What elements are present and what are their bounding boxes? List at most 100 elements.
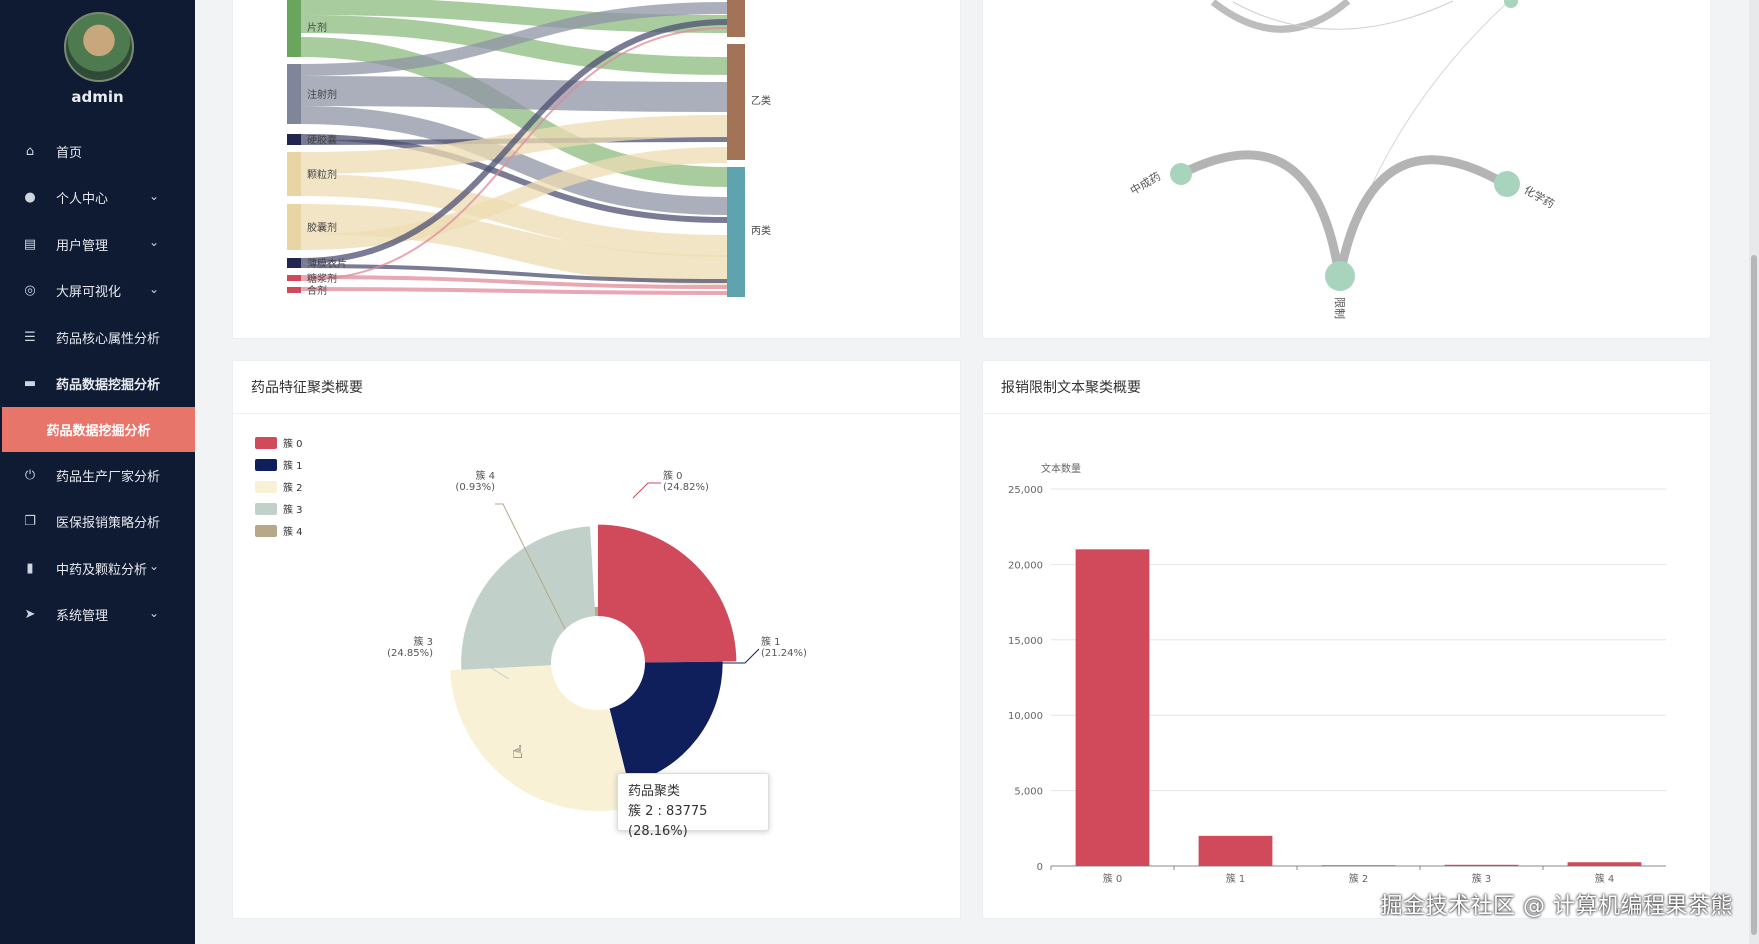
sankey-target-node: [727, 44, 745, 160]
graph-node: [1494, 171, 1520, 197]
y-axis-title: 文本数量: [1041, 462, 1081, 475]
bar[interactable]: [1567, 862, 1642, 866]
sankey-source-node: [287, 0, 301, 57]
pie-slice-percent: (21.24%): [761, 648, 807, 659]
sidebar-item-label: 中药及颗粒分析: [56, 562, 148, 578]
pie-slice[interactable]: [598, 524, 737, 663]
bar[interactable]: [1198, 835, 1273, 866]
target-icon: ◎: [24, 283, 36, 299]
username: admin: [71, 88, 124, 106]
legend-swatch[interactable]: [255, 459, 277, 471]
graph-node: [1325, 261, 1355, 291]
legend-swatch[interactable]: [255, 503, 277, 515]
legend-label[interactable]: 簇 0: [283, 437, 303, 450]
y-tick-label: 25,000: [1008, 485, 1043, 496]
chevron-down-icon[interactable]: ⌄: [148, 605, 159, 620]
bar[interactable]: [1321, 865, 1396, 866]
sidebar-item-label: 个人中心: [56, 192, 109, 208]
sankey-source-node: [287, 204, 301, 250]
power-icon: ⏻: [24, 467, 36, 483]
graph-edge-thin: [1337, 0, 1510, 276]
sankey-source-label: 合剂: [307, 284, 327, 297]
bar[interactable]: [1075, 549, 1150, 866]
sankey-links: [300, 0, 728, 295]
pie-slice[interactable]: [594, 606, 598, 617]
sidebar-subitem-active[interactable]: 药品数据挖掘分析: [2, 407, 195, 452]
pie-slice-percent: (24.82%): [663, 482, 709, 493]
card-title: 报销限制文本聚类概要: [1001, 380, 1141, 396]
chart-tooltip: 药品聚类 簇 2 : 83775 (28.16%): [617, 773, 769, 839]
sankey-link: [300, 27, 728, 281]
copy-icon: ❐: [24, 514, 36, 530]
sankey-source-node: [287, 287, 301, 293]
sidebar-item[interactable]: ☰ 药品核心属性分析: [0, 314, 195, 361]
bar[interactable]: [1444, 864, 1519, 866]
bar-chart: 文本数量 0 5,000 10,000 15,000 20,000 25,000 簇 0 簇 1…: [1008, 462, 1666, 885]
sidebar-item-label: 医保报销策略分析: [56, 516, 161, 532]
sidebar-item[interactable]: ⌂ 首页: [0, 128, 195, 175]
sankey-target-label: 丙类: [751, 224, 771, 237]
sidebar-item[interactable]: ▬ 药品数据挖掘分析: [0, 361, 195, 408]
chevron-down-icon[interactable]: ⌄: [148, 559, 159, 573]
avatar[interactable]: [64, 12, 134, 82]
sidebar-item-label: 大屏可视化: [56, 285, 122, 301]
page-scrollbar[interactable]: [1749, 0, 1759, 944]
sankey-source-node: [287, 258, 301, 268]
pie-slice-label: 簇 4: [475, 469, 495, 482]
legend-label[interactable]: 簇 4: [283, 525, 303, 538]
sidebar-item[interactable]: ➤ 系统管理 ⌄: [0, 592, 195, 639]
chevron-down-icon[interactable]: ⌄: [148, 188, 159, 203]
chevron-down-icon[interactable]: ⌄: [148, 235, 159, 249]
bar-chart-icon: ▮: [26, 560, 34, 576]
legend-swatch[interactable]: [255, 437, 277, 449]
sidebar-item[interactable]: ❐ 医保报销策略分析: [0, 499, 195, 546]
graph-card: 中成药 化学药 限制: [982, 0, 1711, 339]
pie-leader-line: [688, 648, 760, 664]
legend-label[interactable]: 簇 1: [283, 459, 303, 472]
chevron-down-icon[interactable]: ⌄: [148, 281, 159, 296]
legend-label[interactable]: 簇 3: [283, 503, 303, 516]
pie-slice[interactable]: [609, 661, 723, 784]
legend-swatch[interactable]: [255, 481, 277, 493]
card-title: 药品特征聚类概要: [251, 380, 363, 396]
pie-slice[interactable]: [450, 665, 635, 811]
y-tick-label: 20,000: [1008, 560, 1043, 571]
sidebar-item[interactable]: ⏻ 药品生产厂家分析: [0, 452, 195, 499]
sidebar-item[interactable]: ◎ 大屏可视化 ⌄: [0, 268, 195, 315]
sankey-link: [300, 106, 728, 215]
sankey-link: [300, 2, 728, 76]
sankey-link: [300, 147, 728, 250]
x-tick-label: 簇 1: [1226, 872, 1246, 885]
y-tick-label: 15,000: [1008, 636, 1043, 647]
sankey-source-label: 硬胶囊: [307, 134, 337, 147]
sankey-link: [300, 204, 728, 285]
x-tick-label: 簇 2: [1349, 872, 1369, 885]
sankey-target-node: [727, 0, 745, 37]
pie-leader-line: [632, 482, 661, 499]
legend-swatch[interactable]: [255, 525, 277, 537]
legend-label[interactable]: 簇 2: [283, 481, 303, 494]
sidebar-item-label: 药品生产厂家分析: [56, 469, 161, 485]
pie-slice-label: 簇 1: [761, 635, 781, 648]
sankey-card: 片剂 注射剂 硬胶囊 颗粒剂 胶囊剂 薄膜衣片 糖浆剂 合剂 乙类 丙类: [232, 0, 961, 339]
sidebar-item[interactable]: ▤ 用户管理 ⌄: [0, 221, 195, 268]
graph-node-label: 中成药: [1128, 170, 1163, 198]
y-tick-label: 5,000: [1014, 787, 1043, 798]
sidebar-item-label: 系统管理: [56, 609, 109, 625]
graph-node: [1170, 163, 1192, 185]
sankey-source-label: 薄膜衣片: [307, 257, 347, 270]
pie-slice-percent: (24.85%): [387, 648, 433, 659]
pie-leader-line: [495, 503, 566, 630]
sidebar-item[interactable]: ▮ 中药及颗粒分析 ⌄: [0, 545, 195, 592]
sankey-source-label: 片剂: [307, 21, 327, 34]
pie-slice[interactable]: [461, 526, 596, 670]
scrollbar-thumb[interactable]: [1751, 255, 1757, 935]
user-icon: ●: [24, 190, 36, 206]
card-divider: [983, 413, 1710, 414]
x-tick-label: 簇 3: [1472, 872, 1492, 885]
sankey-source-node: [287, 64, 301, 124]
sidebar-item[interactable]: ● 个人中心 ⌄: [0, 175, 195, 222]
graph-edge: [1178, 150, 1344, 276]
clipboard-icon: ▤: [23, 236, 37, 252]
